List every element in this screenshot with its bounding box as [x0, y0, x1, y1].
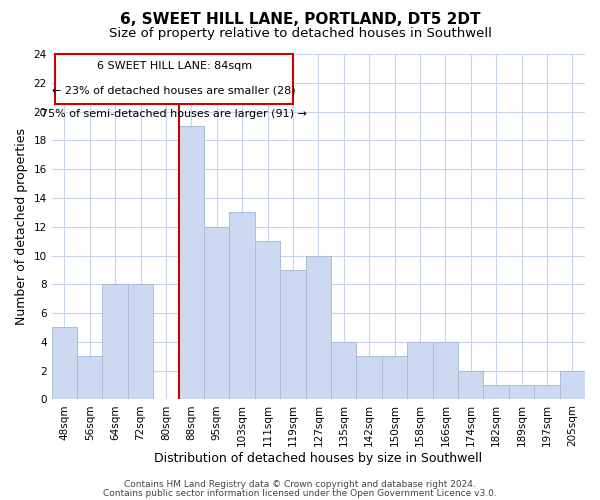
Y-axis label: Number of detached properties: Number of detached properties — [15, 128, 28, 325]
Bar — [382, 356, 407, 400]
Text: 6, SWEET HILL LANE, PORTLAND, DT5 2DT: 6, SWEET HILL LANE, PORTLAND, DT5 2DT — [120, 12, 480, 28]
Bar — [534, 385, 560, 400]
Bar — [255, 241, 280, 400]
Bar — [356, 356, 382, 400]
Bar — [103, 284, 128, 400]
Bar — [458, 370, 484, 400]
Bar — [229, 212, 255, 400]
Bar — [128, 284, 153, 400]
Bar — [433, 342, 458, 400]
Text: Contains HM Land Registry data © Crown copyright and database right 2024.: Contains HM Land Registry data © Crown c… — [124, 480, 476, 489]
Bar — [509, 385, 534, 400]
Bar — [407, 342, 433, 400]
Bar — [305, 256, 331, 400]
Bar — [77, 356, 103, 400]
Bar — [560, 370, 585, 400]
Text: Contains public sector information licensed under the Open Government Licence v3: Contains public sector information licen… — [103, 488, 497, 498]
Text: ← 23% of detached houses are smaller (28): ← 23% of detached houses are smaller (28… — [52, 85, 296, 95]
Text: 6 SWEET HILL LANE: 84sqm: 6 SWEET HILL LANE: 84sqm — [97, 61, 252, 71]
Bar — [179, 126, 204, 400]
Bar — [280, 270, 305, 400]
Text: 75% of semi-detached houses are larger (91) →: 75% of semi-detached houses are larger (… — [41, 110, 307, 120]
Bar — [484, 385, 509, 400]
Bar — [204, 226, 229, 400]
Bar — [331, 342, 356, 400]
X-axis label: Distribution of detached houses by size in Southwell: Distribution of detached houses by size … — [154, 452, 482, 465]
Text: Size of property relative to detached houses in Southwell: Size of property relative to detached ho… — [109, 28, 491, 40]
Bar — [52, 328, 77, 400]
FancyBboxPatch shape — [55, 54, 293, 104]
